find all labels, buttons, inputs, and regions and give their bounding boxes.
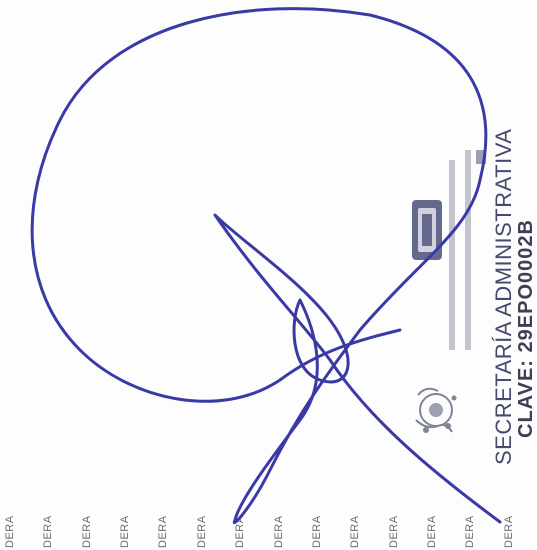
watermark-text: DERA xyxy=(234,515,247,548)
watermark-text: DERA xyxy=(464,515,477,548)
watermark-text: DERA xyxy=(195,515,208,548)
university-logo-icon xyxy=(412,200,442,260)
watermark-text: DERA xyxy=(502,515,515,548)
watermark-text: DERA xyxy=(349,515,362,548)
institution-stamp: SECRETARÍA ADMINISTRATIVA CLAVE: 29EPO00… xyxy=(396,120,537,465)
university-name-lines xyxy=(449,150,471,350)
watermark-text: DERA xyxy=(42,515,55,548)
watermark-text: DERA xyxy=(157,515,170,548)
watermark-text: DERA xyxy=(119,515,132,548)
watermark-text: DERA xyxy=(4,515,16,548)
flag-icon xyxy=(476,150,486,164)
watermark-text: DERA xyxy=(310,515,323,548)
watermark-text: DERA xyxy=(272,515,285,548)
stamp-clave-text: CLAVE: 29EPO0002B xyxy=(515,219,537,438)
watermark-text: DERA xyxy=(425,515,438,548)
emblem-icon xyxy=(415,387,457,433)
watermark-strip: DERA DERA DERA DERA DERA DERA DERA DERA DERA DERA… xyxy=(0,498,537,550)
watermark-text: DERA xyxy=(80,515,93,548)
stamp-department-text: SECRETARÍA ADMINISTRATIVA xyxy=(491,128,516,465)
watermark-text: DERA xyxy=(387,515,400,548)
